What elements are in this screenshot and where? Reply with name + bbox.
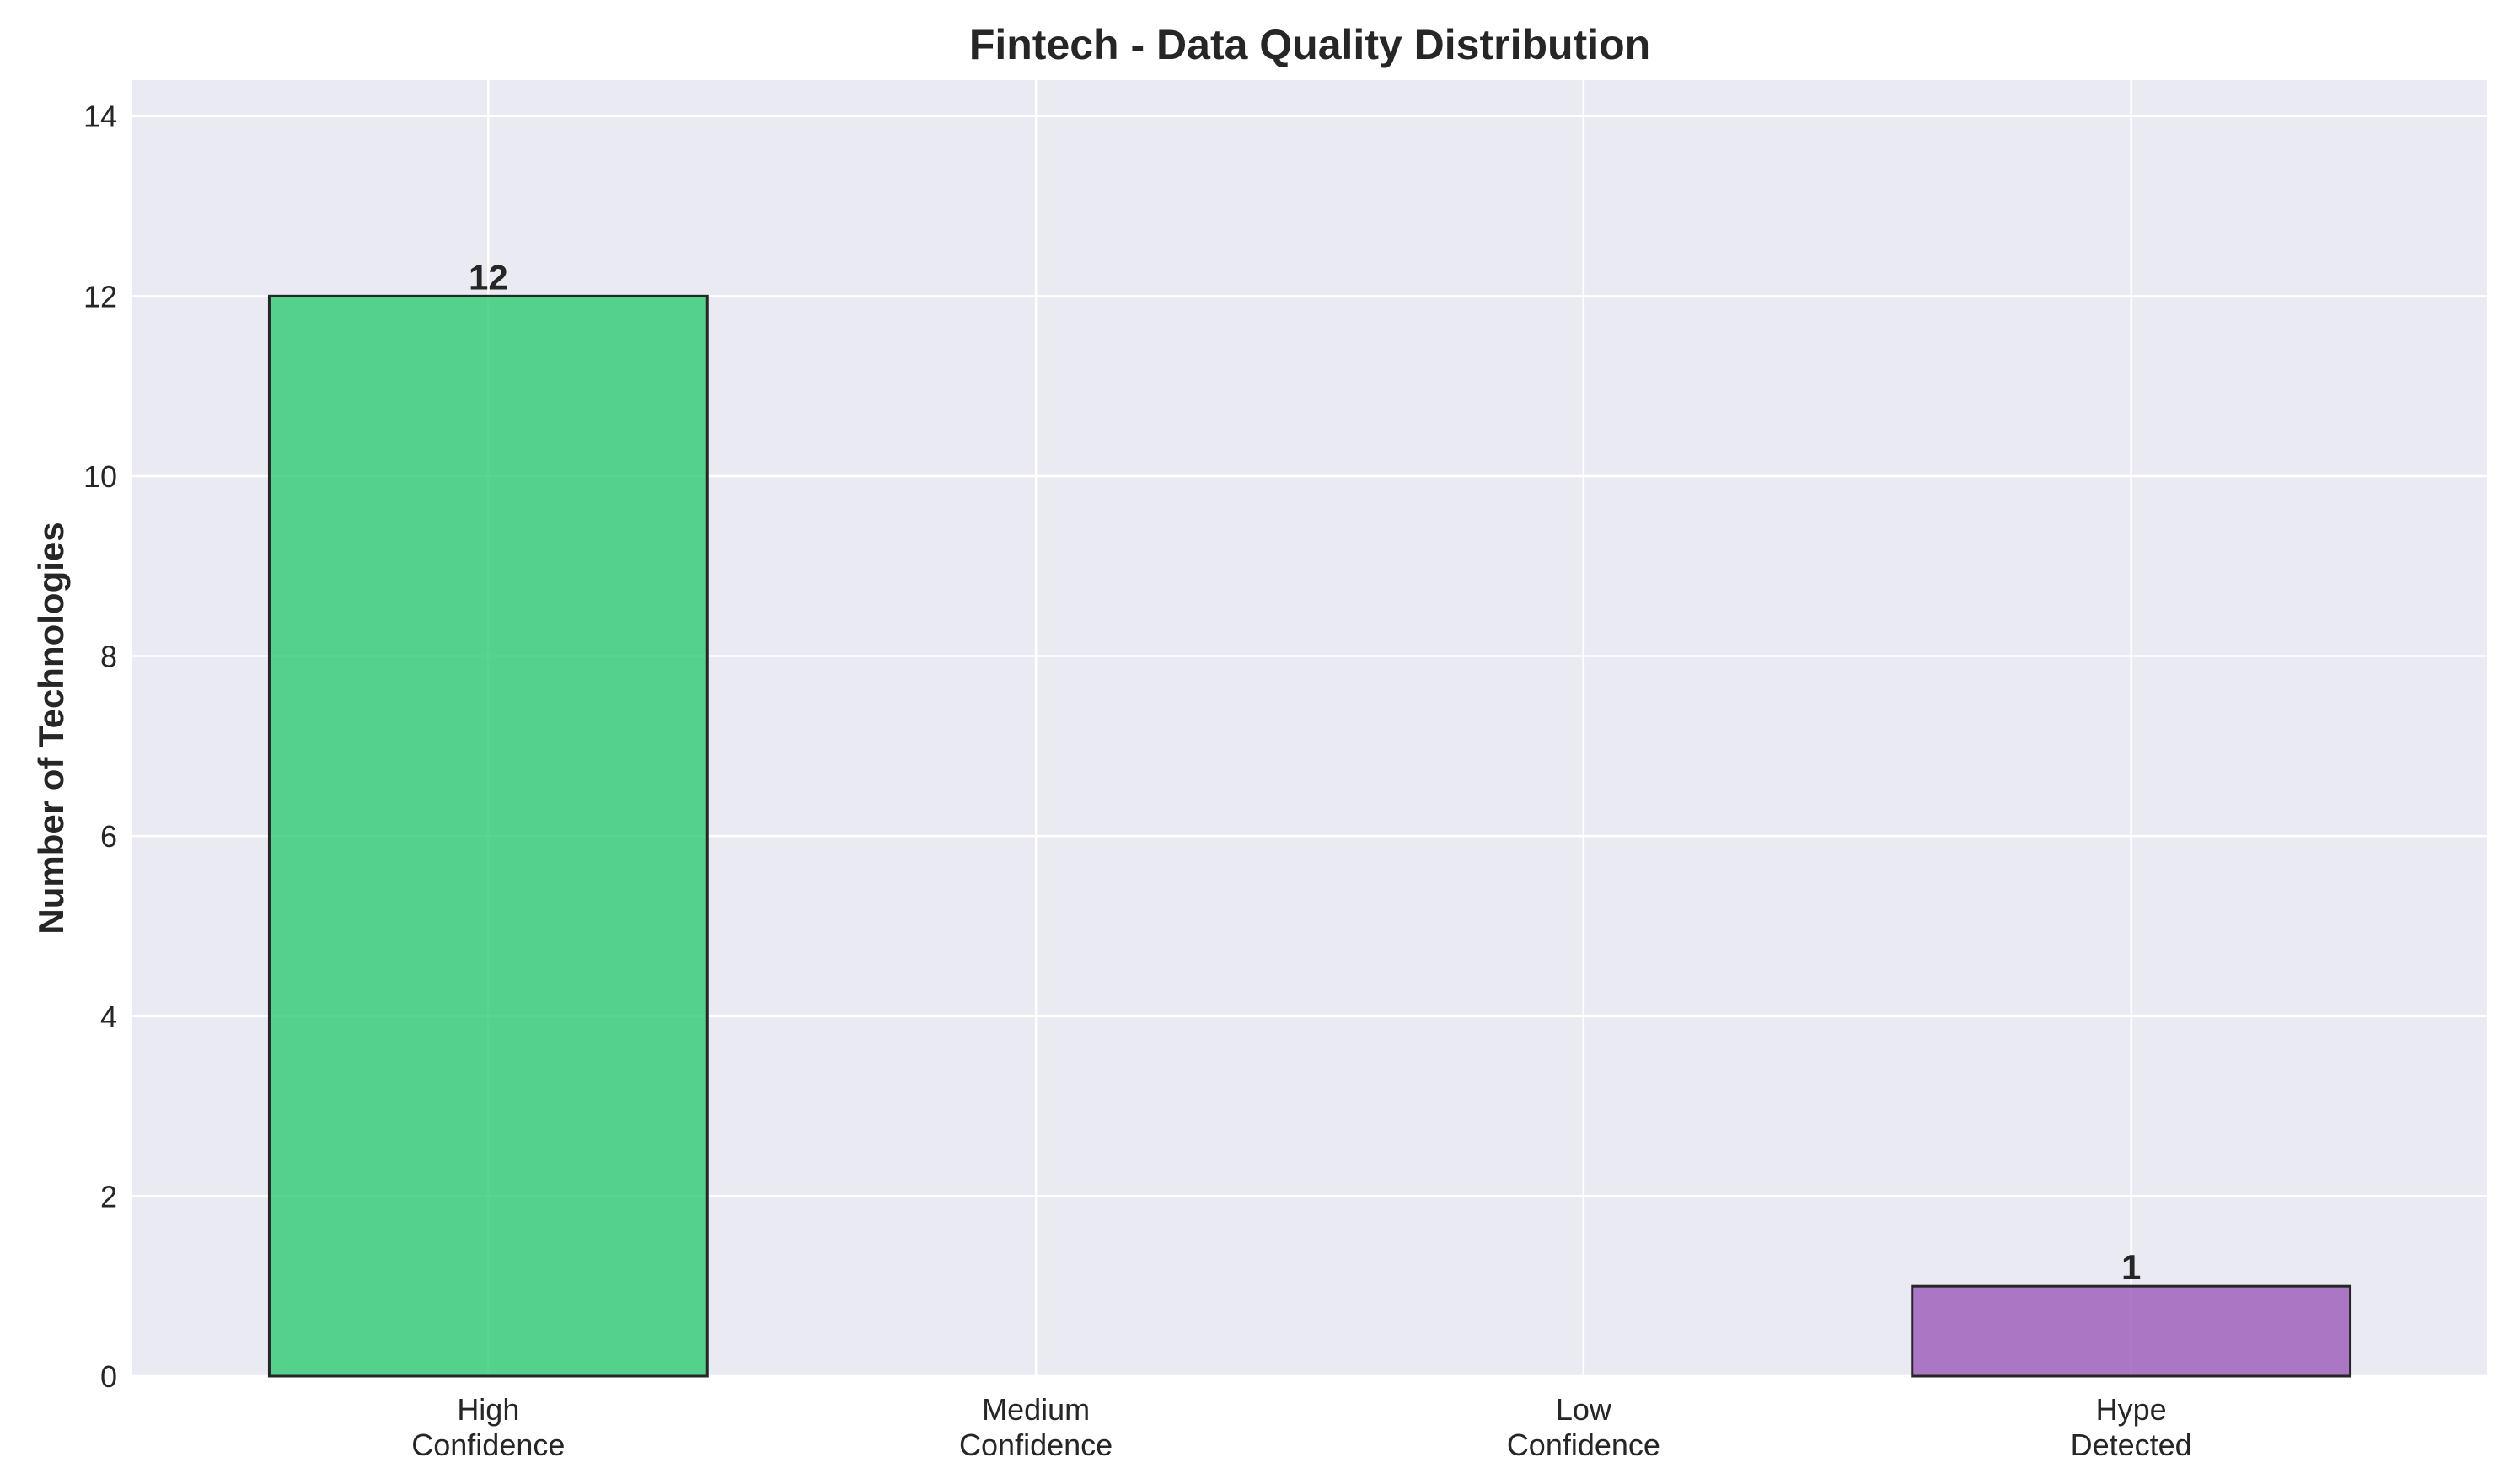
chart-title: Fintech - Data Quality Distribution bbox=[969, 21, 1650, 68]
y-tick-label: 0 bbox=[100, 1359, 117, 1394]
y-tick-label: 6 bbox=[100, 819, 117, 854]
y-axis-label: Number of Technologies bbox=[31, 522, 71, 934]
bar-value-label: 1 bbox=[2121, 1247, 2141, 1287]
y-tick-label: 2 bbox=[100, 1179, 117, 1213]
y-tick-label: 4 bbox=[100, 999, 117, 1034]
bar bbox=[267, 294, 709, 1378]
y-tick-label: 8 bbox=[100, 640, 117, 674]
x-tick-label-line: Confidence bbox=[1507, 1428, 1660, 1462]
bar bbox=[1911, 1284, 2352, 1378]
x-tick-label-line: Low bbox=[1556, 1392, 1612, 1427]
x-tick-label-line: High bbox=[457, 1392, 519, 1427]
y-axis-ticks: 0 2 4 6 8 10 12 14 bbox=[83, 99, 117, 1394]
bars bbox=[267, 294, 2352, 1378]
value-labels: 12 1 bbox=[469, 257, 2141, 1287]
x-tick-label-line: Medium bbox=[982, 1392, 1090, 1427]
x-tick-label-line: Confidence bbox=[959, 1428, 1113, 1462]
x-tick-label-line: Confidence bbox=[411, 1428, 565, 1462]
x-tick-label-line: Hype bbox=[2096, 1392, 2167, 1427]
x-axis-ticks: HighConfidenceMediumConfidenceLowConfide… bbox=[411, 1392, 2191, 1462]
y-tick-label: 10 bbox=[83, 459, 117, 494]
x-tick-label-line: Detected bbox=[2071, 1428, 2192, 1462]
y-tick-label: 12 bbox=[83, 279, 117, 313]
y-tick-label: 14 bbox=[83, 99, 117, 134]
bar-value-label: 12 bbox=[469, 257, 508, 297]
